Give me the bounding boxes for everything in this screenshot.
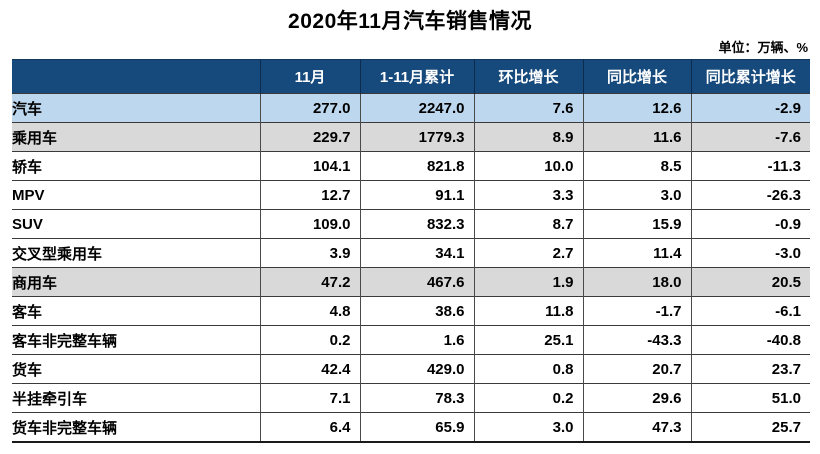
cell-value: 25.1 <box>473 325 583 355</box>
cell-value: 12.7 <box>259 180 360 210</box>
cell-value: 12.6 <box>582 93 691 123</box>
table-row: 货车 42.4 429.0 0.8 20.7 23.7 <box>12 354 810 384</box>
cell-value: -26.3 <box>690 180 810 210</box>
cell-value: 229.7 <box>259 122 360 152</box>
cell-value: -2.9 <box>690 93 810 123</box>
cell-value: 109.0 <box>259 209 360 239</box>
cell-value: 10.0 <box>473 151 583 181</box>
row-label: 轿车 <box>12 151 260 181</box>
cell-value: 11.6 <box>582 122 691 152</box>
column-header: 1-11月累计 <box>359 59 474 94</box>
row-label: 交叉型乘用车 <box>12 238 260 268</box>
unit-note: 单位：万辆、% <box>718 40 808 55</box>
column-header: 同比累计增长 <box>690 59 810 94</box>
cell-value: 821.8 <box>359 151 474 181</box>
cell-value: 18.0 <box>582 267 691 297</box>
cell-value: 65.9 <box>359 412 474 442</box>
table-row: 汽车 277.0 2247.0 7.6 12.6 -2.9 <box>12 93 810 123</box>
cell-value: 3.0 <box>473 412 583 442</box>
table-row: 乘用车 229.7 1779.3 8.9 11.6 -7.6 <box>12 122 810 152</box>
cell-value: 3.0 <box>582 180 691 210</box>
cell-value: 11.8 <box>473 296 583 326</box>
cell-value: 1779.3 <box>359 122 474 152</box>
table-row: 半挂牵引车 7.1 78.3 0.2 29.6 51.0 <box>12 383 810 413</box>
row-label: 货车非完整车辆 <box>12 412 260 442</box>
cell-value: 429.0 <box>359 354 474 384</box>
cell-value: 277.0 <box>259 93 360 123</box>
cell-value: -40.8 <box>690 325 810 355</box>
row-label: SUV <box>12 209 260 239</box>
cell-value: 6.4 <box>259 412 360 442</box>
cell-value: 47.3 <box>582 412 691 442</box>
page-title: 2020年11月汽车销售情况 <box>288 10 532 33</box>
table-row: SUV 109.0 832.3 8.7 15.9 -0.9 <box>12 209 810 239</box>
row-label-column-header <box>12 59 260 94</box>
cell-value: 1.6 <box>359 325 474 355</box>
table-header-row: 11月 1-11月累计 环比增长 同比增长 同比累计增长 <box>12 59 810 94</box>
table-row: 客车非完整车辆 0.2 1.6 25.1 -43.3 -40.8 <box>12 325 810 355</box>
row-label: 乘用车 <box>12 122 260 152</box>
cell-value: 20.5 <box>690 267 810 297</box>
row-label: 客车非完整车辆 <box>12 325 260 355</box>
row-label: 货车 <box>12 354 260 384</box>
row-label: MPV <box>12 180 260 210</box>
cell-value: 7.6 <box>473 93 583 123</box>
row-label: 半挂牵引车 <box>12 383 260 413</box>
cell-value: 8.9 <box>473 122 583 152</box>
cell-value: 3.9 <box>259 238 360 268</box>
cell-value: 2247.0 <box>359 93 474 123</box>
cell-value: 34.1 <box>359 238 474 268</box>
cell-value: 0.2 <box>259 325 360 355</box>
cell-value: 7.1 <box>259 383 360 413</box>
cell-value: 832.3 <box>359 209 474 239</box>
table-row: 客车 4.8 38.6 11.8 -1.7 -6.1 <box>12 296 810 326</box>
sales-table: 11月 1-11月累计 环比增长 同比增长 同比累计增长 汽车 277.0 2247.0 7.… <box>12 59 810 443</box>
cell-value: 2.7 <box>473 238 583 268</box>
cell-value: -6.1 <box>690 296 810 326</box>
column-header: 环比增长 <box>473 59 583 94</box>
cell-value: 11.4 <box>582 238 691 268</box>
cell-value: 0.8 <box>473 354 583 384</box>
cell-value: 29.6 <box>582 383 691 413</box>
cell-value: 20.7 <box>582 354 691 384</box>
cell-value: 47.2 <box>259 267 360 297</box>
cell-value: 8.7 <box>473 209 583 239</box>
cell-value: 0.2 <box>473 383 583 413</box>
cell-value: 25.7 <box>690 412 810 442</box>
cell-value: -11.3 <box>690 151 810 181</box>
cell-value: -3.0 <box>690 238 810 268</box>
table-row: MPV 12.7 91.1 3.3 3.0 -26.3 <box>12 180 810 210</box>
cell-value: 51.0 <box>690 383 810 413</box>
table-row: 轿车 104.1 821.8 10.0 8.5 -11.3 <box>12 151 810 181</box>
cell-value: 78.3 <box>359 383 474 413</box>
cell-value: 38.6 <box>359 296 474 326</box>
cell-value: 467.6 <box>359 267 474 297</box>
cell-value: 104.1 <box>259 151 360 181</box>
cell-value: -43.3 <box>582 325 691 355</box>
column-header: 11月 <box>259 59 360 94</box>
cell-value: -7.6 <box>690 122 810 152</box>
table-row: 货车非完整车辆 6.4 65.9 3.0 47.3 25.7 <box>12 412 810 442</box>
cell-value: 15.9 <box>582 209 691 239</box>
cell-value: 4.8 <box>259 296 360 326</box>
cell-value: 1.9 <box>473 267 583 297</box>
cell-value: -0.9 <box>690 209 810 239</box>
table-row: 商用车 47.2 467.6 1.9 18.0 20.5 <box>12 267 810 297</box>
cell-value: 91.1 <box>359 180 474 210</box>
cell-value: 3.3 <box>473 180 583 210</box>
row-label: 汽车 <box>12 93 260 123</box>
column-header: 同比增长 <box>582 59 691 94</box>
table-row: 交叉型乘用车 3.9 34.1 2.7 11.4 -3.0 <box>12 238 810 268</box>
cell-value: 23.7 <box>690 354 810 384</box>
row-label: 客车 <box>12 296 260 326</box>
cell-value: 8.5 <box>582 151 691 181</box>
cell-value: -1.7 <box>582 296 691 326</box>
cell-value: 42.4 <box>259 354 360 384</box>
row-label: 商用车 <box>12 267 260 297</box>
